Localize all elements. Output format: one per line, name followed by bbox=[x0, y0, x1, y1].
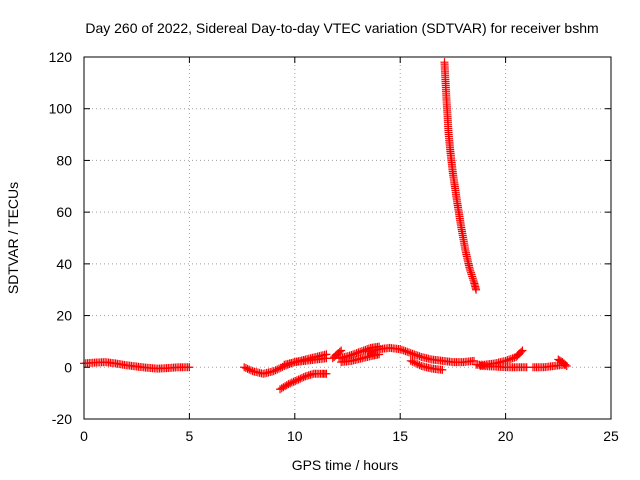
axis-ticks: 0 5 10 15 20 25 -20 0 20 40 60 80 100 120 bbox=[49, 49, 619, 444]
data-point bbox=[506, 354, 515, 363]
data-point bbox=[503, 356, 512, 365]
data-point bbox=[410, 358, 419, 367]
data-point bbox=[291, 376, 300, 385]
grid bbox=[84, 57, 611, 419]
data-point bbox=[292, 376, 301, 385]
data-point bbox=[466, 266, 475, 275]
data-point bbox=[356, 347, 365, 356]
data-point bbox=[335, 347, 344, 356]
data-point bbox=[399, 346, 408, 355]
y-axis-label: SDTVAR / TECUs bbox=[5, 182, 21, 294]
data-point bbox=[286, 379, 295, 388]
data-point bbox=[240, 363, 249, 372]
data-point bbox=[337, 346, 346, 355]
data-point bbox=[271, 366, 280, 375]
y-tick-label: 60 bbox=[56, 204, 72, 220]
data-point bbox=[469, 356, 478, 365]
data-point bbox=[243, 364, 252, 373]
data-point bbox=[408, 357, 417, 366]
x-tick-label: 20 bbox=[498, 428, 514, 444]
data-point bbox=[403, 347, 412, 356]
data-point bbox=[294, 375, 303, 384]
data-point bbox=[410, 350, 419, 359]
data-point bbox=[354, 348, 363, 357]
data-point bbox=[465, 265, 474, 274]
data-point bbox=[508, 354, 517, 363]
chart-title: Day 260 of 2022, Sidereal Day-to-day VTE… bbox=[85, 20, 598, 36]
data-point bbox=[517, 347, 526, 356]
data-point bbox=[415, 352, 424, 361]
data-point bbox=[401, 347, 410, 356]
y-tick-label: 40 bbox=[56, 256, 72, 272]
data-point bbox=[296, 374, 305, 383]
data-point bbox=[408, 349, 417, 358]
data-point bbox=[299, 373, 308, 382]
data-point bbox=[284, 380, 293, 389]
data-point bbox=[274, 364, 283, 373]
x-tick-label: 10 bbox=[287, 428, 303, 444]
data-point bbox=[404, 348, 413, 357]
data-point bbox=[468, 274, 477, 283]
data-point bbox=[412, 359, 421, 368]
data-point bbox=[472, 285, 481, 294]
y-tick-label: 80 bbox=[56, 152, 72, 168]
data-point bbox=[469, 276, 478, 285]
data-point bbox=[359, 346, 368, 355]
data-point bbox=[561, 360, 570, 369]
x-tick-label: 25 bbox=[603, 428, 619, 444]
data-point bbox=[468, 272, 477, 281]
data-point bbox=[397, 345, 406, 354]
data-point bbox=[562, 361, 571, 370]
x-axis-label: GPS time / hours bbox=[292, 457, 399, 473]
data-point bbox=[297, 373, 306, 382]
y-tick-label: -20 bbox=[52, 411, 72, 427]
data-point bbox=[245, 365, 254, 374]
data-point bbox=[413, 360, 422, 369]
data-point bbox=[241, 364, 250, 373]
data-point bbox=[289, 377, 298, 386]
data-point bbox=[413, 351, 422, 360]
y-tick-label: 20 bbox=[56, 308, 72, 324]
data-point bbox=[282, 381, 291, 390]
y-tick-label: 120 bbox=[49, 49, 73, 65]
data-point bbox=[438, 365, 447, 374]
x-tick-label: 0 bbox=[80, 428, 88, 444]
data-point bbox=[246, 366, 255, 375]
data-point bbox=[467, 270, 476, 279]
data-point bbox=[412, 351, 421, 360]
plot-frame bbox=[83, 56, 612, 420]
x-tick-label: 5 bbox=[186, 428, 194, 444]
data-series bbox=[80, 58, 571, 394]
data-point bbox=[287, 378, 296, 387]
y-tick-label: 0 bbox=[64, 359, 72, 375]
data-point bbox=[357, 347, 366, 356]
x-tick-label: 15 bbox=[392, 428, 408, 444]
data-point bbox=[396, 345, 405, 354]
data-point bbox=[466, 268, 475, 277]
data-point bbox=[269, 367, 278, 376]
data-point bbox=[415, 361, 424, 370]
data-point bbox=[322, 369, 331, 378]
data-point bbox=[406, 356, 415, 365]
data-point bbox=[406, 349, 415, 358]
data-point bbox=[505, 355, 514, 364]
data-point bbox=[185, 363, 194, 372]
data-point bbox=[273, 365, 282, 374]
data-point bbox=[518, 346, 527, 355]
y-tick-label: 100 bbox=[49, 101, 73, 117]
